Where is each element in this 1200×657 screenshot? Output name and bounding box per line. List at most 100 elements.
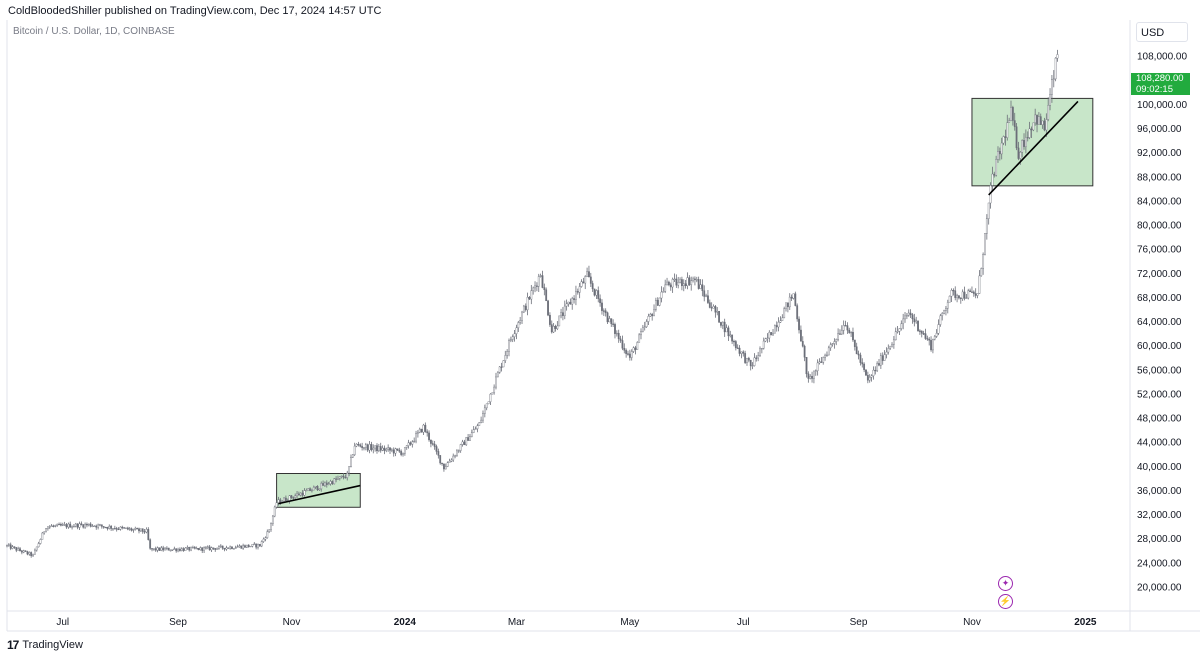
candle-body [885,351,888,355]
candle-body [1019,151,1022,159]
candle-body [110,526,113,529]
candle-body [959,297,962,300]
candle-body [249,545,252,548]
candle-body [818,361,821,364]
candle-body [515,327,518,334]
candle-body [898,328,901,332]
candle-body [437,451,440,456]
candle-body [340,475,343,477]
highlight-box-2[interactable] [971,97,1094,187]
candle-body [779,320,782,323]
candle-body [669,284,672,288]
candle-body [801,341,804,347]
candle-body [244,545,246,548]
candle-body [242,545,245,549]
candle-body [547,300,549,316]
candle-body [63,524,66,526]
candle-body [826,354,828,357]
candle-body [219,545,222,547]
candle-body [610,318,613,325]
candle-body [431,443,434,445]
candle-body [948,295,951,303]
spark-icon[interactable]: ✦ [998,576,1013,591]
candle-body [260,541,263,547]
candle-body [781,317,784,321]
candle-body [852,331,854,341]
candle-body [601,302,603,311]
candle-body [245,544,248,548]
candle-body [915,320,918,323]
candle-body [1037,116,1040,125]
candle-body [937,324,940,334]
candle-body [813,370,815,379]
candle-body [924,333,927,339]
candle-body [342,475,345,478]
candle-body [760,348,763,350]
candle-body [1028,128,1031,138]
candle-body [571,298,574,305]
candle-body [195,548,198,550]
candle-body [792,293,795,299]
candle-body [69,523,72,528]
candle-body [595,290,598,296]
candle-body [325,482,328,485]
candle-body [974,293,977,296]
candle-body [119,526,122,530]
candle-body [309,488,311,491]
candle-body [60,524,62,526]
candle-body [928,338,931,341]
candle-body [554,326,557,329]
candle-body [17,548,20,551]
candle-body [508,340,510,352]
candle-body [578,286,581,293]
candle-body [576,291,579,293]
candle-body [589,276,592,284]
candle-body [935,333,938,337]
candle-body [1047,105,1050,120]
candle-body [798,318,800,331]
candle-body [721,321,724,326]
candle-body [247,544,250,547]
lightning-icon[interactable]: ⚡ [998,594,1013,609]
tradingview-logo[interactable]: 17 TradingView [7,638,83,652]
candle-body [43,531,46,534]
candle-body [470,432,473,437]
candle-body [1034,114,1037,124]
candle-body [450,459,453,462]
candle-body [526,296,529,311]
candle-body [232,548,235,550]
candle-body [132,529,135,531]
candle-body [602,310,605,312]
candle-body [822,357,825,363]
candle-body [654,300,657,310]
candle-body [307,488,310,491]
candle-body [416,431,419,434]
candle-body [443,463,445,470]
candle-body [634,347,637,350]
candle-body [567,301,570,305]
candle-body [807,373,810,379]
candle-body [108,526,111,529]
candle-body [377,446,380,452]
candle-body [770,332,773,336]
candle-body [1039,116,1042,125]
candle-body [104,526,107,529]
candle-body [500,366,503,368]
y-tick-label: 48,000.00 [1137,414,1182,425]
y-tick-label: 40,000.00 [1137,462,1182,473]
candle-body [139,528,142,532]
candle-body [80,523,83,525]
candle-body [158,547,161,551]
trend-line-2[interactable] [988,100,1079,196]
candle-body [203,547,205,551]
highlight-box-1[interactable] [276,473,361,508]
trend-line-1[interactable] [278,484,361,505]
candle-body [147,529,150,540]
candle-body [1000,142,1003,155]
candle-body [757,355,760,359]
candle-body [359,444,362,447]
currency-selector[interactable]: USD [1136,22,1188,42]
candle-body [457,450,460,452]
last-price-tag: 108,280.00 09:02:15 [1131,73,1190,95]
